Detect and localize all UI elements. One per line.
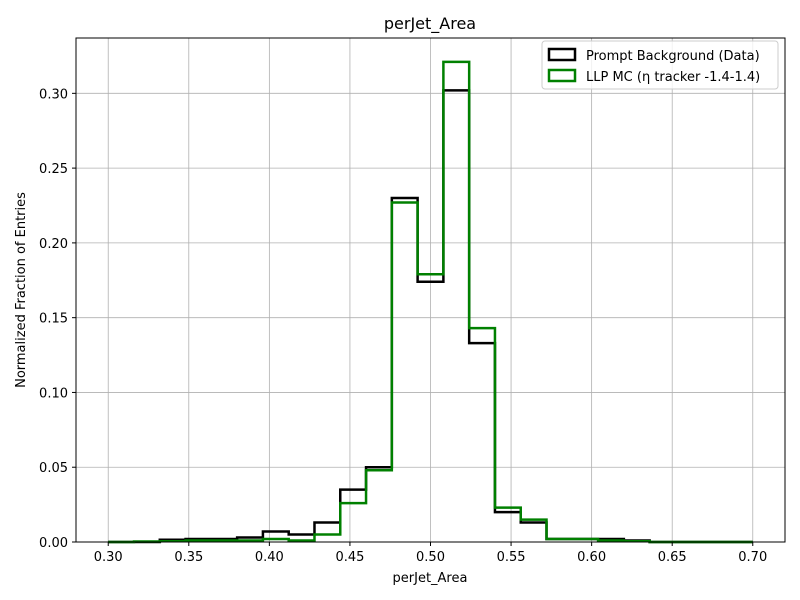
y-axis-ticks: 0.00 0.05 0.10 0.15 0.20 0.25 0.30 xyxy=(39,87,76,551)
x-tick-label: 0.30 xyxy=(94,550,123,565)
y-axis-title: Normalized Fraction of Entries xyxy=(14,192,29,388)
x-axis-ticks: 0.30 0.35 0.40 0.45 0.50 0.55 0.60 0.65 0.70 xyxy=(94,542,767,565)
legend-swatch-llp-mc xyxy=(547,68,577,83)
y-tick-label: 0.10 xyxy=(39,386,68,401)
x-axis-title: perJet_Area xyxy=(393,571,468,586)
x-tick-label: 0.70 xyxy=(738,550,767,565)
series-layer xyxy=(108,60,753,544)
y-tick-label: 0.15 xyxy=(39,312,68,327)
grid-lines xyxy=(76,38,785,543)
x-tick-label: 0.55 xyxy=(497,550,526,565)
x-tick-label: 0.40 xyxy=(255,550,284,565)
legend-label-background: Prompt Background (Data) xyxy=(586,49,760,64)
legend-box xyxy=(541,40,779,90)
y-tick-label: 0.00 xyxy=(39,536,68,551)
y-tick-label: 0.25 xyxy=(39,162,68,177)
series-llp-mc xyxy=(108,60,753,544)
y-tick-label: 0.05 xyxy=(39,461,68,476)
x-tick-label: 0.60 xyxy=(577,550,606,565)
legend-label-llp-mc: LLP MC (η tracker -1.4-1.4) xyxy=(586,70,760,85)
chart-title: perJet_Area xyxy=(384,14,476,34)
legend-swatch-background xyxy=(547,47,577,62)
x-tick-label: 0.45 xyxy=(335,550,364,565)
x-tick-label: 0.35 xyxy=(174,550,203,565)
x-tick-label: 0.65 xyxy=(658,550,687,565)
x-tick-label: 0.50 xyxy=(416,550,445,565)
series-prompt-background xyxy=(108,89,753,544)
y-tick-label: 0.20 xyxy=(39,237,68,252)
y-tick-label: 0.30 xyxy=(39,87,68,102)
legend: Prompt Background (Data) LLP MC (η track… xyxy=(541,40,779,90)
